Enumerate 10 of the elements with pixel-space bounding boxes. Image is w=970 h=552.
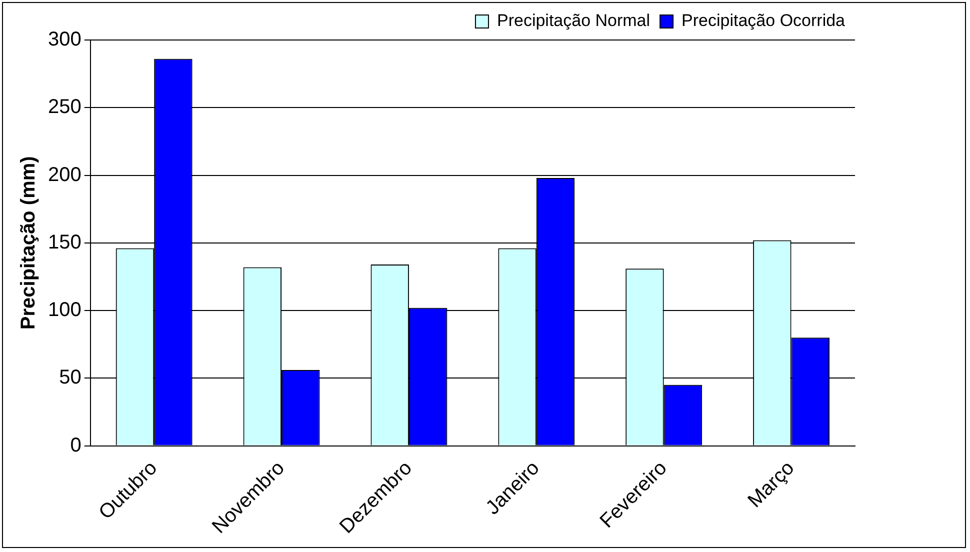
legend-label: Precipitação Normal <box>496 11 650 30</box>
y-tick-label: 100 <box>48 299 82 322</box>
y-tick-label: 200 <box>48 164 82 186</box>
y-tick-label: 50 <box>59 366 82 389</box>
y-axis-title: Precipitação (mm) <box>18 156 40 330</box>
y-tick-label: 150 <box>48 231 82 254</box>
y-tick-label: 300 <box>48 28 82 51</box>
y-tick-label: 0 <box>70 434 82 456</box>
legend-label: Precipitação Ocorrida <box>682 11 846 30</box>
y-tick-label: 250 <box>48 96 82 118</box>
